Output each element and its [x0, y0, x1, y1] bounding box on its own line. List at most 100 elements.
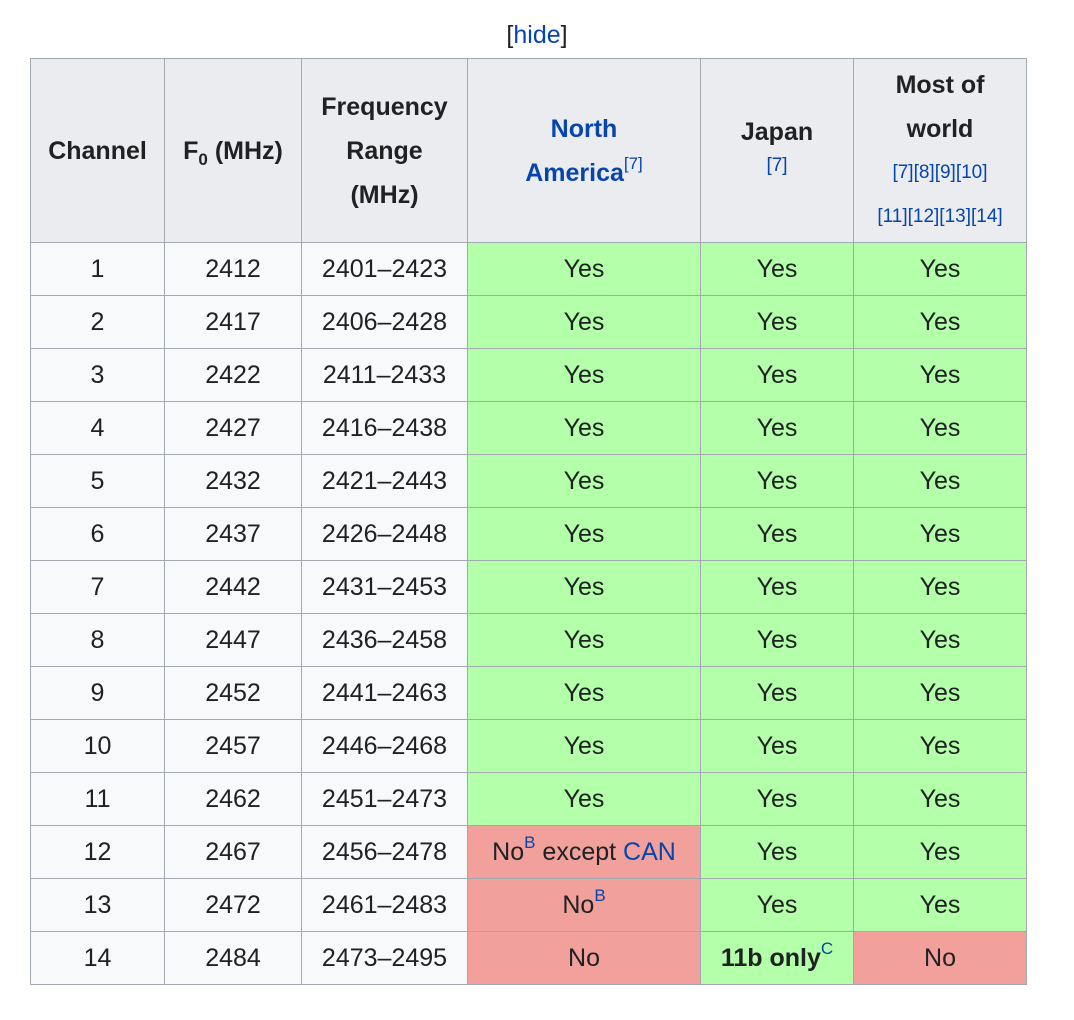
cell-channel: 11 — [30, 772, 165, 826]
country-link[interactable]: CAN — [623, 837, 676, 866]
cell-north-america: Yes — [467, 295, 701, 349]
header-freq-line-3: (MHz) — [350, 180, 419, 209]
cell-text: Yes — [919, 837, 961, 866]
cell-japan: Yes — [700, 454, 854, 508]
cell-north-america: Yes — [467, 719, 701, 773]
cell-most-of-world: Yes — [853, 348, 1027, 402]
cell-f0: 2442 — [164, 560, 302, 614]
japan-ref[interactable]: [7] — [766, 154, 788, 176]
cell-most-of-world: Yes — [853, 242, 1027, 296]
cell-f0: 2427 — [164, 401, 302, 455]
cell-range: 2461–2483 — [301, 878, 468, 932]
cell-text: Yes — [563, 519, 605, 548]
table-row: 4 2427 2416–2438 Yes Yes Yes — [30, 401, 1027, 455]
hide-link[interactable]: hide — [513, 21, 561, 49]
header-most-of-world: Most of world [7][8][9][10] [11][12][13]… — [853, 58, 1027, 243]
footnote-ref[interactable]: B — [524, 833, 536, 853]
cell-text: Yes — [756, 784, 798, 813]
cell-channel: 5 — [30, 454, 165, 508]
world-label-line-1: Most of — [895, 70, 985, 99]
table-row: 8 2447 2436–2458 Yes Yes Yes — [30, 613, 1027, 667]
cell-north-america: Yes — [467, 772, 701, 826]
cell-range: 2436–2458 — [301, 613, 468, 667]
cell-north-america: NoB except CAN — [467, 825, 701, 879]
cell-north-america: Yes — [467, 242, 701, 296]
cell-range: 2411–2433 — [301, 348, 468, 402]
cell-channel: 14 — [30, 931, 165, 985]
footnote-ref[interactable]: C — [820, 939, 834, 959]
footnote-ref[interactable]: B — [594, 886, 606, 906]
cell-north-america: Yes — [467, 454, 701, 508]
cell-text: Yes — [756, 307, 798, 336]
header-f0-suffix: (MHz) — [207, 136, 283, 165]
cell-most-of-world: Yes — [853, 613, 1027, 667]
cell-text: Yes — [563, 678, 605, 707]
cell-range: 2431–2453 — [301, 560, 468, 614]
japan-label: Japan — [740, 117, 814, 146]
cell-channel: 3 — [30, 348, 165, 402]
cell-north-america: Yes — [467, 507, 701, 561]
cell-text: Yes — [919, 466, 961, 495]
cell-channel: 12 — [30, 825, 165, 879]
bracket-open: [ — [506, 21, 514, 49]
header-f0-prefix: F — [183, 136, 199, 165]
world-refs-line-1[interactable]: [7][8][9][10] — [892, 161, 988, 183]
cell-text-tail: except — [535, 837, 624, 866]
table-row: 2 2417 2406–2428 Yes Yes Yes — [30, 295, 1027, 349]
north-america-ref[interactable]: [7] — [623, 154, 643, 174]
cell-range: 2416–2438 — [301, 401, 468, 455]
cell-channel: 7 — [30, 560, 165, 614]
header-frequency-range: Frequency Range (MHz) — [301, 58, 468, 243]
cell-japan: Yes — [700, 666, 854, 720]
cell-channel: 1 — [30, 242, 165, 296]
table-row: 6 2437 2426–2448 Yes Yes Yes — [30, 507, 1027, 561]
cell-range: 2401–2423 — [301, 242, 468, 296]
cell-text: Yes — [563, 731, 605, 760]
cell-channel: 6 — [30, 507, 165, 561]
wifi-channels-table: Channel F0 (MHz) Frequency Range (MHz) N… — [30, 58, 1027, 985]
cell-range: 2426–2448 — [301, 507, 468, 561]
cell-range: 2456–2478 — [301, 825, 468, 879]
cell-north-america: No — [467, 931, 701, 985]
cell-japan: Yes — [700, 348, 854, 402]
cell-text: Yes — [919, 890, 961, 919]
cell-north-america: Yes — [467, 348, 701, 402]
cell-japan: Yes — [700, 242, 854, 296]
cell-japan: Yes — [700, 878, 854, 932]
cell-most-of-world: Yes — [853, 560, 1027, 614]
header-freq-line-2: Range — [346, 136, 423, 165]
cell-text: Yes — [563, 784, 605, 813]
cell-japan: Yes — [700, 772, 854, 826]
cell-f0: 2467 — [164, 825, 302, 879]
cell-f0: 2462 — [164, 772, 302, 826]
cell-japan: Yes — [700, 719, 854, 773]
table-body: 1 2412 2401–2423 Yes Yes Yes 2 2417 2406–2428 Yes… — [30, 242, 1027, 985]
cell-text: Yes — [756, 466, 798, 495]
bracket-close: ] — [560, 21, 568, 49]
cell-text: Yes — [756, 890, 798, 919]
north-america-link-line-1[interactable]: North — [550, 114, 618, 143]
cell-f0: 2484 — [164, 931, 302, 985]
cell-f0: 2422 — [164, 348, 302, 402]
north-america-link-line-2[interactable]: America — [525, 158, 624, 187]
cell-text: Yes — [563, 254, 605, 283]
cell-text: Yes — [919, 678, 961, 707]
cell-text: Yes — [919, 572, 961, 601]
cell-text: Yes — [919, 413, 961, 442]
cell-range: 2473–2495 — [301, 931, 468, 985]
header-f0-sub: 0 — [198, 149, 208, 169]
cell-f0: 2412 — [164, 242, 302, 296]
cell-text: Yes — [563, 360, 605, 389]
cell-japan: Yes — [700, 560, 854, 614]
header-channel: Channel — [30, 58, 165, 243]
header-freq-line-1: Frequency — [321, 92, 448, 121]
cell-channel: 13 — [30, 878, 165, 932]
cell-f0: 2437 — [164, 507, 302, 561]
cell-text: Yes — [756, 731, 798, 760]
cell-japan: Yes — [700, 401, 854, 455]
cell-most-of-world: No — [853, 931, 1027, 985]
table-row: 7 2442 2431–2453 Yes Yes Yes — [30, 560, 1027, 614]
world-refs-line-2[interactable]: [11][12][13][14] — [877, 205, 1003, 227]
cell-text: Yes — [563, 466, 605, 495]
cell-most-of-world: Yes — [853, 719, 1027, 773]
